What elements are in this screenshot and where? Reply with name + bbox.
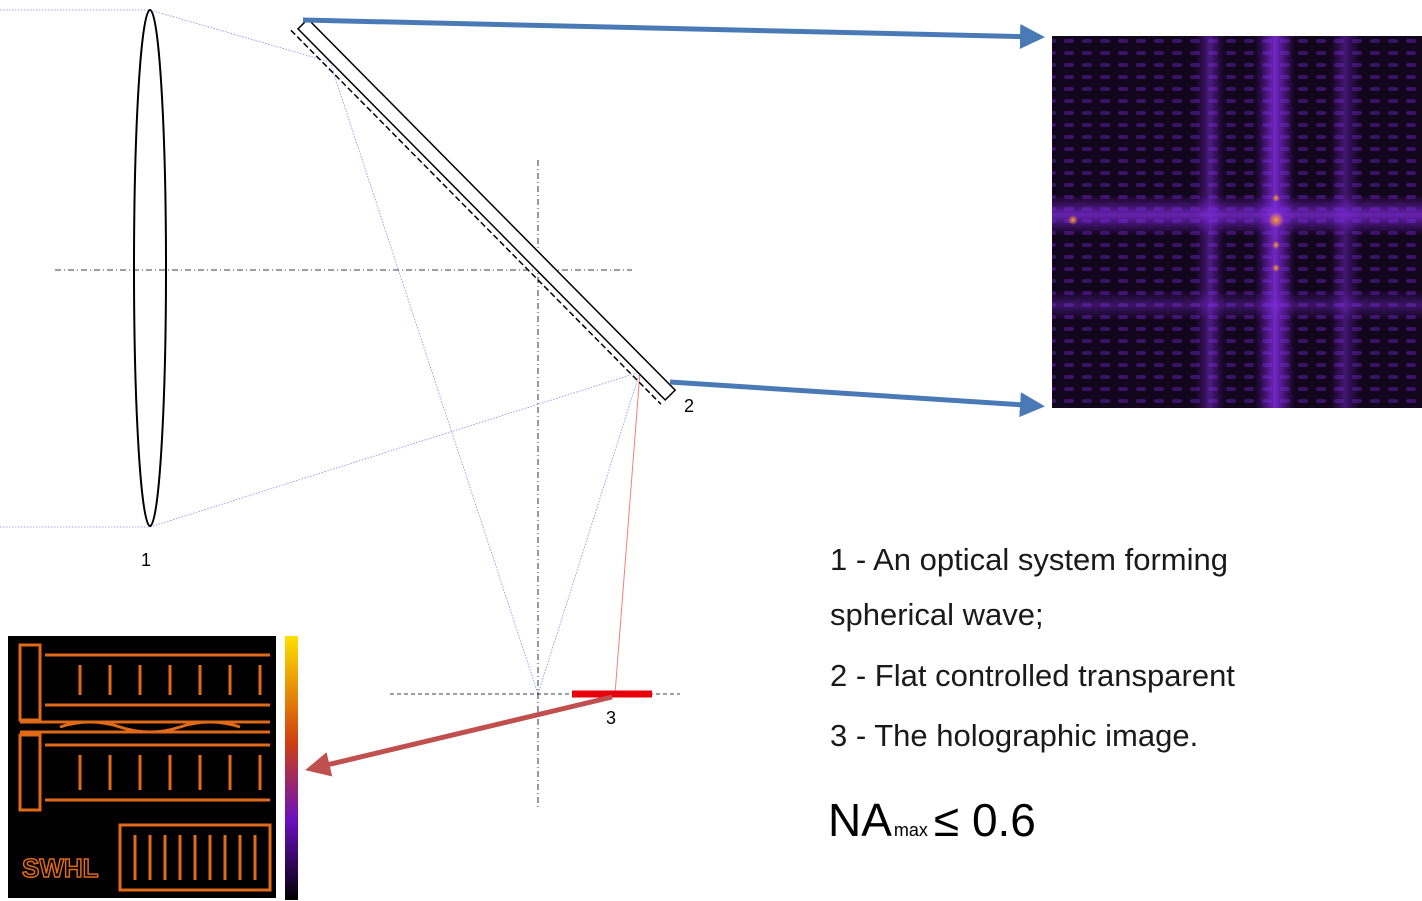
page: SWHL 1 2 3 1 - An optical system forming… [0,0,1422,901]
fourier-image [1052,36,1422,408]
ray-red [615,372,640,694]
legend-text: 3 - The holographic image. [830,718,1198,753]
arrow [310,697,612,769]
plate-label: 2 [684,396,694,416]
na-rest: ≤ 0.6 [934,794,1036,846]
rays [0,10,640,694]
legend-text: 1 - An optical system forming [830,542,1228,577]
na-base: NA [828,794,892,846]
hologram-image: SWHL [8,636,298,900]
legend-text: 2 - Flat controlled transparent [830,658,1235,693]
arrow [670,382,1040,406]
lens-label: 1 [141,550,151,570]
hologram-label: SWHL [22,853,99,883]
na-sub: max [894,820,928,840]
arrow [303,20,1040,37]
diagram: SWHL 1 2 3 1 - An optical system forming… [0,0,1422,901]
plate [291,16,675,404]
legend-text: spherical wave; [830,597,1044,632]
image-label: 3 [606,708,616,728]
lens [134,10,166,526]
